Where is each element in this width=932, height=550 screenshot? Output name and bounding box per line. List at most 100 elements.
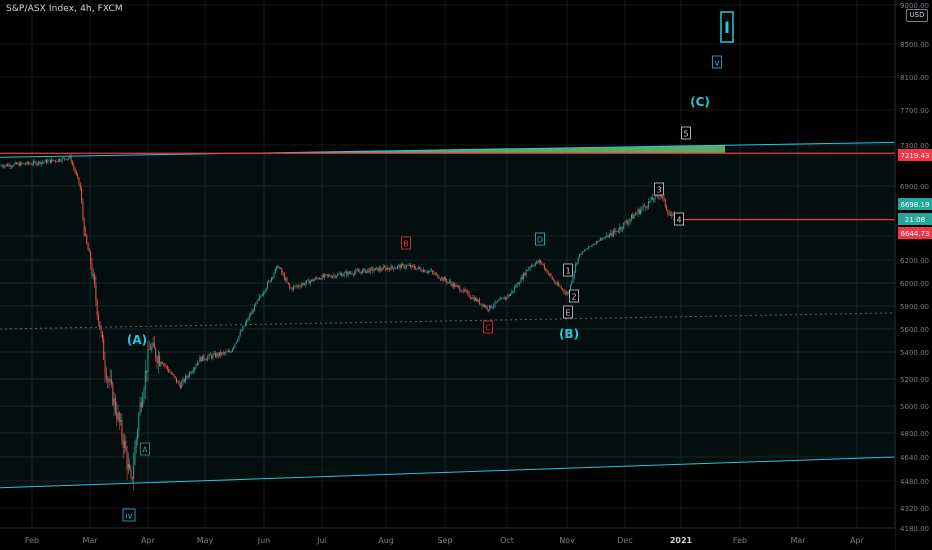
candle-body[interactable] (516, 283, 518, 287)
candle-body[interactable] (545, 269, 547, 270)
candle-body[interactable] (256, 300, 258, 304)
candle-body[interactable] (571, 282, 573, 285)
candle-body[interactable] (168, 368, 170, 372)
candle-body[interactable] (189, 372, 190, 377)
candle-body[interactable] (48, 159, 50, 161)
candle-body[interactable] (202, 355, 203, 362)
candle-body[interactable] (157, 355, 159, 364)
candle-body[interactable] (172, 374, 174, 375)
candle-body[interactable] (178, 381, 180, 385)
candle-body[interactable] (672, 213, 674, 215)
price-badge[interactable] (898, 227, 932, 239)
candle-body[interactable] (554, 280, 556, 284)
candle-body[interactable] (429, 271, 431, 272)
candle-body[interactable] (116, 411, 118, 420)
candle-body[interactable] (605, 237, 606, 239)
candle-body[interactable] (173, 374, 175, 377)
candle-body[interactable] (83, 218, 85, 236)
candle-body[interactable] (594, 243, 596, 245)
candle-body[interactable] (533, 265, 535, 267)
candle-body[interactable] (519, 282, 521, 285)
symbol-title[interactable]: S&P/ASX Index, 4h, FXCM (6, 4, 123, 14)
candle-body[interactable] (442, 277, 444, 281)
candle-body[interactable] (263, 292, 265, 296)
candle-body[interactable] (352, 274, 354, 276)
candle-body[interactable] (525, 270, 527, 276)
channel-lower-line[interactable] (0, 456, 896, 489)
candle-body[interactable] (26, 161, 28, 165)
candle-body[interactable] (254, 304, 255, 312)
candle-body[interactable] (486, 306, 488, 310)
candle-body[interactable] (127, 463, 129, 469)
candle-body[interactable] (361, 269, 363, 274)
price-badge[interactable] (898, 213, 932, 225)
candle-body[interactable] (403, 264, 405, 268)
candle-body[interactable] (523, 272, 525, 280)
candle-body[interactable] (212, 354, 214, 359)
candle-body[interactable] (393, 267, 395, 270)
candle-body[interactable] (541, 262, 543, 264)
candle-body[interactable] (660, 194, 662, 197)
candle-body[interactable] (598, 240, 600, 242)
candle-body[interactable] (443, 277, 445, 281)
candle-body[interactable] (70, 155, 72, 163)
candle-body[interactable] (235, 341, 237, 344)
candle-body[interactable] (319, 278, 320, 280)
candle-body[interactable] (186, 375, 188, 377)
candle-body[interactable] (593, 244, 595, 246)
candle-body[interactable] (416, 268, 418, 270)
candle-body[interactable] (611, 232, 613, 237)
candle-body[interactable] (283, 274, 285, 280)
candle-body[interactable] (581, 251, 583, 255)
candle-body[interactable] (460, 290, 462, 292)
candle-body[interactable] (20, 162, 21, 166)
candle-body[interactable] (185, 375, 187, 382)
candle-body[interactable] (64, 157, 66, 159)
candle-body[interactable] (87, 243, 89, 251)
candle-body[interactable] (373, 270, 375, 272)
candle-body[interactable] (295, 286, 297, 287)
candle-body[interactable] (475, 298, 476, 301)
candle-body[interactable] (455, 285, 457, 287)
candle-body[interactable] (66, 158, 68, 160)
candle-body[interactable] (118, 412, 120, 422)
candle-body[interactable] (47, 160, 49, 163)
candle-body[interactable] (637, 209, 639, 214)
candle-body[interactable] (374, 267, 376, 271)
candle-body[interactable] (562, 288, 564, 290)
candle-body[interactable] (547, 273, 549, 274)
candle-body[interactable] (246, 319, 248, 324)
candle-body[interactable] (182, 379, 184, 383)
candle-body[interactable] (356, 270, 358, 271)
candle-body[interactable] (298, 285, 300, 287)
candle-body[interactable] (498, 300, 500, 302)
candle-body[interactable] (380, 267, 382, 270)
candle-body[interactable] (351, 273, 353, 275)
candle-body[interactable] (33, 161, 34, 165)
candle-body[interactable] (481, 303, 483, 307)
candle-body[interactable] (151, 346, 153, 350)
candle-body[interactable] (476, 298, 478, 302)
candle-body[interactable] (421, 270, 423, 272)
candle-body[interactable] (4, 165, 6, 167)
candle-body[interactable] (312, 279, 314, 281)
dotted-trend-line[interactable] (0, 312, 896, 330)
candle-body[interactable] (95, 284, 97, 301)
candle-body[interactable] (302, 283, 304, 285)
candle-body[interactable] (286, 278, 288, 283)
candle-body[interactable] (261, 295, 263, 296)
candle-body[interactable] (46, 159, 47, 163)
candle-body[interactable] (269, 280, 271, 282)
candle-body[interactable] (208, 354, 210, 357)
candle-body[interactable] (584, 250, 586, 252)
candle-body[interactable] (420, 268, 422, 271)
candle-body[interactable] (493, 305, 495, 308)
candle-body[interactable] (21, 162, 23, 164)
candle-body[interactable] (281, 268, 283, 273)
candle-body[interactable] (96, 300, 98, 315)
candle-body[interactable] (244, 323, 246, 327)
candle-body[interactable] (133, 464, 135, 479)
candle-body[interactable] (424, 269, 426, 273)
candle-body[interactable] (449, 281, 450, 283)
candle-body[interactable] (86, 235, 88, 244)
